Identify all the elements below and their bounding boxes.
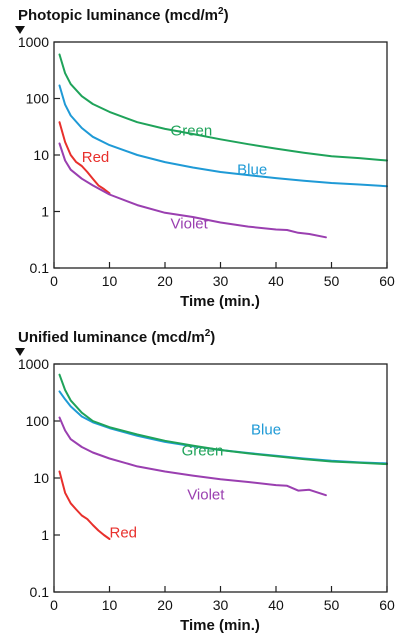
photopic-series-green-label: Green bbox=[171, 123, 213, 140]
photopic-axis-arrow bbox=[15, 26, 25, 34]
photopic-series-green-line bbox=[58, 53, 388, 162]
photopic-series-red-label: Red bbox=[82, 149, 110, 166]
unified-axis-arrow bbox=[15, 348, 25, 356]
photopic-series-violet-label: Violet bbox=[171, 216, 209, 233]
photopic-chart-title: Photopic luminance (mcd/m2) bbox=[18, 6, 229, 24]
unified-x-tick-label: 40 bbox=[268, 597, 284, 613]
unified-y-tick-label: 100 bbox=[26, 413, 50, 429]
photopic-y-tick-label: 10 bbox=[33, 147, 49, 163]
unified-chart-title: Unified luminance (mcd/m2) bbox=[18, 328, 215, 346]
unified-x-tick-label: 20 bbox=[157, 597, 173, 613]
photopic-y-tick-label: 0.1 bbox=[30, 260, 50, 276]
photopic-x-tick-label: 20 bbox=[157, 273, 173, 289]
unified-x-tick-label: 60 bbox=[379, 597, 395, 613]
unified-series-red-label: Red bbox=[110, 525, 138, 542]
unified-x-tick-label: 0 bbox=[50, 597, 58, 613]
photopic-series-violet-line bbox=[58, 142, 327, 239]
photopic-series-blue-label: Blue bbox=[237, 162, 267, 179]
photopic-series-blue-line bbox=[58, 84, 388, 188]
unified-series-blue-label: Blue bbox=[251, 421, 281, 438]
photopic-x-tick-label: 30 bbox=[213, 273, 229, 289]
photopic-series-red-line bbox=[58, 121, 111, 195]
unified-series-green-label: Green bbox=[182, 442, 224, 459]
photopic-x-axis-label: Time (min.) bbox=[180, 293, 260, 310]
photopic-x-tick-label: 0 bbox=[50, 273, 58, 289]
unified-x-axis-label: Time (min.) bbox=[180, 617, 260, 634]
photopic-x-tick-label: 10 bbox=[102, 273, 118, 289]
unified-series-red-line bbox=[58, 470, 111, 540]
unified-y-tick-label: 1 bbox=[41, 527, 49, 543]
photopic-chart: Photopic luminance (mcd/m2) 0 10 20 30 40 50 6… bbox=[15, 6, 395, 310]
photopic-plot-frame bbox=[53, 41, 388, 269]
unified-y-tick-label: 10 bbox=[33, 470, 49, 486]
unified-series-green-line bbox=[58, 373, 388, 466]
unified-x-tick-label: 30 bbox=[213, 597, 229, 613]
photopic-x-tick-label: 40 bbox=[268, 273, 284, 289]
unified-y-tick-label: 1000 bbox=[18, 356, 49, 372]
photopic-y-tick-label: 1 bbox=[41, 204, 49, 220]
photopic-x-tick-label: 60 bbox=[379, 273, 395, 289]
unified-series-violet-line bbox=[58, 416, 327, 497]
photopic-x-tick-label: 50 bbox=[324, 273, 340, 289]
unified-chart: Unified luminance (mcd/m2) 0 10 20 30 40 50 60… bbox=[15, 328, 395, 634]
photopic-y-tick-label: 1000 bbox=[18, 34, 49, 50]
unified-x-tick-label: 10 bbox=[102, 597, 118, 613]
unified-plot-frame bbox=[53, 363, 388, 593]
unified-x-tick-label: 50 bbox=[324, 597, 340, 613]
unified-series-violet-label: Violet bbox=[187, 486, 225, 503]
unified-y-tick-label: 0.1 bbox=[30, 584, 50, 600]
photopic-y-tick-label: 100 bbox=[26, 91, 50, 107]
